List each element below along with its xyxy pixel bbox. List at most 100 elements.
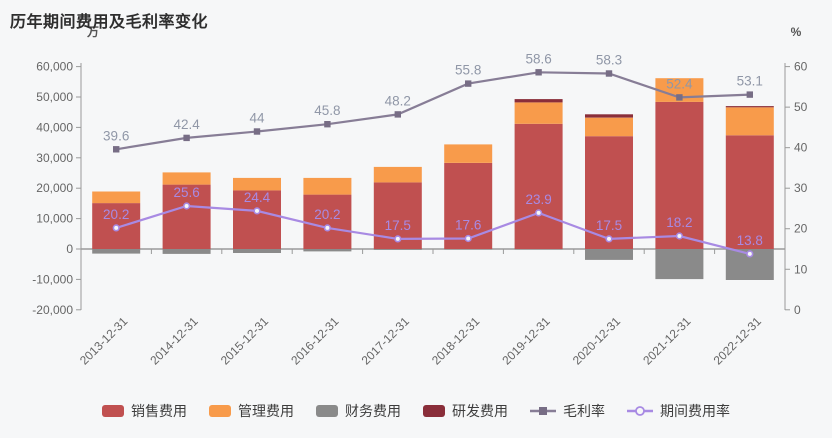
value-label-gross-margin: 52.4 bbox=[666, 76, 693, 91]
bar-finance-expense[interactable] bbox=[373, 249, 422, 250]
bar-finance-expense[interactable] bbox=[303, 249, 352, 252]
bar-sales-expense[interactable] bbox=[162, 184, 211, 249]
legend-item-gross-margin[interactable]: 毛利率 bbox=[530, 401, 605, 421]
line-gross-margin bbox=[116, 71, 750, 151]
value-label-gross-margin: 45.8 bbox=[314, 103, 340, 118]
bar-sales-expense[interactable] bbox=[303, 194, 352, 249]
bar-finance-expense[interactable] bbox=[655, 249, 704, 280]
value-label-gross-margin: 48.2 bbox=[385, 93, 411, 108]
bar-sales-expense[interactable] bbox=[444, 163, 493, 249]
x-axis-label: 2014-12-31 bbox=[147, 314, 201, 368]
marker-gross-margin[interactable] bbox=[535, 69, 542, 76]
left-axis-tick-label: 50,000 bbox=[36, 90, 73, 104]
legend-label: 财务费用 bbox=[345, 403, 401, 419]
marker-expense-ratio[interactable] bbox=[323, 224, 332, 232]
bar-sales-expense[interactable] bbox=[655, 101, 704, 250]
value-label-expense-ratio: 25.6 bbox=[173, 185, 199, 200]
bar-admin-expense[interactable] bbox=[92, 191, 141, 204]
right-axis-tick-label: 40 bbox=[794, 141, 808, 155]
marker-expense-ratio[interactable] bbox=[183, 202, 191, 210]
sales-expense-swatch-icon bbox=[102, 405, 124, 417]
value-label-gross-margin: 39.6 bbox=[103, 128, 129, 143]
bar-admin-expense[interactable] bbox=[585, 117, 633, 137]
marker-gross-margin[interactable] bbox=[605, 70, 613, 77]
legend-item-expense-ratio[interactable]: 期间费用率 bbox=[627, 401, 730, 421]
marker-gross-margin[interactable] bbox=[113, 146, 120, 153]
legend-label: 研发费用 bbox=[452, 403, 508, 419]
bar-finance-expense[interactable] bbox=[585, 249, 633, 260]
bar-rd-expense[interactable] bbox=[514, 99, 563, 103]
marker-gross-margin[interactable] bbox=[465, 80, 472, 87]
bar-rd-expense[interactable] bbox=[725, 106, 774, 108]
right-axis-tick-label: 30 bbox=[794, 181, 808, 195]
right-axis-tick-label: 20 bbox=[794, 222, 808, 236]
right-axis-tick-label: 10 bbox=[794, 262, 808, 276]
bar-sales-expense[interactable] bbox=[585, 136, 633, 249]
left-axis-tick-label: 0 bbox=[66, 242, 73, 256]
bar-finance-expense[interactable] bbox=[92, 249, 141, 254]
rd-expense-swatch-icon bbox=[423, 405, 445, 417]
legend-item-rd-expense[interactable]: 研发费用 bbox=[423, 401, 508, 421]
value-label-gross-margin: 58.3 bbox=[596, 53, 622, 68]
legend-item-finance-expense[interactable]: 财务费用 bbox=[316, 401, 401, 421]
bar-rd-expense[interactable] bbox=[585, 114, 633, 118]
value-label-gross-margin: 42.4 bbox=[173, 117, 200, 132]
bar-sales-expense[interactable] bbox=[725, 135, 774, 249]
x-axis-label: 2020-12-31 bbox=[570, 314, 624, 368]
bar-finance-expense[interactable] bbox=[444, 249, 493, 250]
left-axis-tick-label: -10,000 bbox=[32, 272, 73, 286]
finance-expense-swatch-icon bbox=[316, 405, 338, 417]
bar-finance-expense[interactable] bbox=[514, 249, 563, 250]
legend-item-sales-expense[interactable]: 销售费用 bbox=[102, 401, 187, 421]
bar-finance-expense[interactable] bbox=[162, 249, 211, 254]
marker-expense-ratio[interactable] bbox=[534, 209, 543, 217]
bar-admin-expense[interactable] bbox=[303, 177, 352, 195]
value-label-expense-ratio: 17.5 bbox=[596, 218, 622, 233]
left-axis-tick-label: 30,000 bbox=[36, 151, 73, 165]
value-label-expense-ratio: 23.9 bbox=[525, 192, 551, 207]
bar-admin-expense[interactable] bbox=[373, 166, 422, 183]
x-axis-label: 2019-12-31 bbox=[499, 314, 553, 368]
bar-sales-expense[interactable] bbox=[233, 190, 281, 249]
right-axis-tick-label: 0 bbox=[794, 303, 801, 317]
left-axis-tick-label: 10,000 bbox=[36, 212, 73, 226]
value-label-expense-ratio: 24.4 bbox=[244, 190, 271, 205]
x-axis-label: 2015-12-31 bbox=[218, 314, 272, 368]
marker-gross-margin[interactable] bbox=[676, 94, 683, 101]
value-label-expense-ratio: 17.5 bbox=[385, 218, 411, 233]
bar-admin-expense[interactable] bbox=[233, 177, 281, 191]
bar-sales-expense[interactable] bbox=[514, 123, 563, 249]
admin-expense-swatch-icon bbox=[209, 405, 231, 417]
value-label-gross-margin: 58.6 bbox=[525, 51, 551, 66]
left-axis-tick-label: -20,000 bbox=[32, 303, 73, 317]
left-axis-tick-label: 20,000 bbox=[36, 181, 73, 195]
marker-expense-ratio[interactable] bbox=[394, 235, 402, 243]
bar-admin-expense[interactable] bbox=[162, 172, 211, 185]
marker-gross-margin[interactable] bbox=[746, 91, 753, 98]
marker-expense-ratio[interactable] bbox=[253, 207, 261, 215]
marker-gross-margin[interactable] bbox=[253, 128, 261, 135]
marker-expense-ratio[interactable] bbox=[605, 235, 613, 243]
marker-expense-ratio[interactable] bbox=[112, 224, 120, 232]
bar-finance-expense[interactable] bbox=[233, 249, 281, 253]
marker-gross-margin[interactable] bbox=[324, 121, 331, 128]
marker-expense-ratio[interactable] bbox=[746, 250, 754, 258]
x-axis-label: 2013-12-31 bbox=[77, 314, 131, 368]
left-axis-tick-label: 60,000 bbox=[36, 60, 73, 74]
chart-title: 历年期间费用及毛利率变化 bbox=[10, 14, 209, 31]
marker-gross-margin[interactable] bbox=[394, 111, 401, 118]
legend-label: 管理费用 bbox=[238, 403, 294, 419]
x-axis-label: 2022-12-31 bbox=[711, 314, 765, 368]
value-label-gross-margin: 53.1 bbox=[737, 74, 763, 89]
bar-admin-expense[interactable] bbox=[444, 144, 493, 163]
expense-ratio-swatch-icon bbox=[627, 406, 653, 416]
bar-admin-expense[interactable] bbox=[725, 107, 774, 136]
marker-gross-margin[interactable] bbox=[183, 134, 190, 142]
marker-expense-ratio[interactable] bbox=[675, 232, 684, 240]
right-axis-tick-label: 50 bbox=[794, 100, 808, 114]
bar-admin-expense[interactable] bbox=[514, 102, 563, 124]
marker-expense-ratio[interactable] bbox=[464, 234, 472, 243]
legend-label: 销售费用 bbox=[131, 403, 187, 419]
legend-item-admin-expense[interactable]: 管理费用 bbox=[209, 401, 294, 421]
